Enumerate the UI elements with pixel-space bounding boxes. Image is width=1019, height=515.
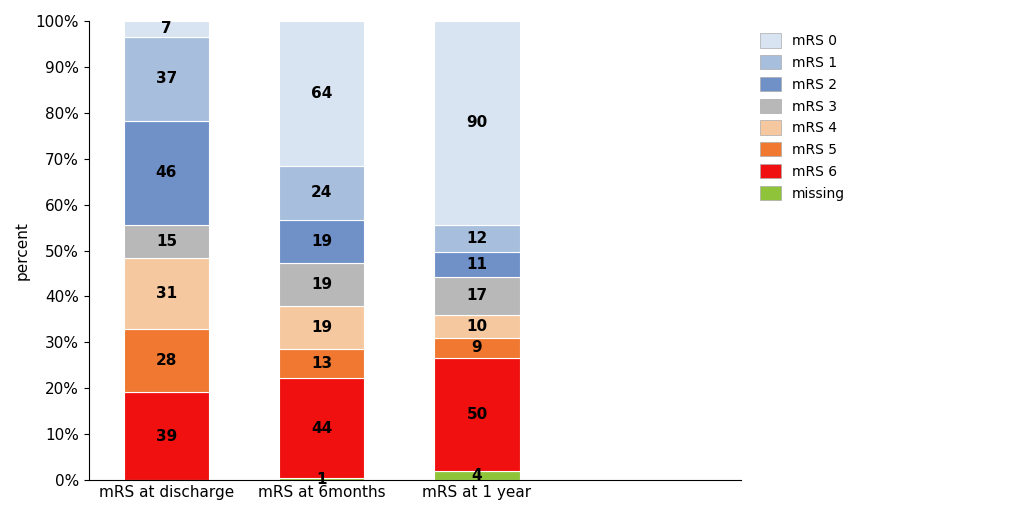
Text: 15: 15 xyxy=(156,234,177,249)
Text: 90: 90 xyxy=(466,115,487,130)
Text: 1: 1 xyxy=(316,472,327,487)
Bar xyxy=(434,277,520,315)
Bar xyxy=(123,225,209,259)
Text: 11: 11 xyxy=(466,256,487,271)
Bar xyxy=(279,263,364,306)
Text: 4: 4 xyxy=(471,468,482,483)
Bar xyxy=(279,478,364,480)
Bar xyxy=(123,37,209,121)
Bar xyxy=(434,225,520,252)
Text: 19: 19 xyxy=(311,320,332,335)
Legend: mRS 0, mRS 1, mRS 2, mRS 3, mRS 4, mRS 5, mRS 6, missing: mRS 0, mRS 1, mRS 2, mRS 3, mRS 4, mRS 5… xyxy=(754,28,850,206)
Text: 13: 13 xyxy=(311,356,332,371)
Bar xyxy=(434,358,520,471)
Bar xyxy=(434,252,520,277)
Bar xyxy=(123,259,209,329)
Bar xyxy=(434,338,520,358)
Bar xyxy=(279,21,364,166)
Text: 19: 19 xyxy=(311,234,332,249)
Text: 24: 24 xyxy=(311,185,332,200)
Text: 64: 64 xyxy=(311,86,332,101)
Bar xyxy=(279,379,364,478)
Text: 39: 39 xyxy=(156,428,177,443)
Bar xyxy=(434,471,520,480)
Text: 37: 37 xyxy=(156,71,177,86)
Text: 17: 17 xyxy=(466,288,487,303)
Text: 9: 9 xyxy=(471,340,482,355)
Bar xyxy=(279,349,364,379)
Bar xyxy=(123,329,209,392)
Text: 19: 19 xyxy=(311,277,332,292)
Bar xyxy=(279,166,364,220)
Text: 31: 31 xyxy=(156,286,177,301)
Bar xyxy=(434,21,520,225)
Bar xyxy=(279,220,364,263)
Bar xyxy=(279,306,364,349)
Bar xyxy=(123,121,209,225)
Text: 7: 7 xyxy=(161,22,171,37)
Text: 50: 50 xyxy=(466,407,487,422)
Y-axis label: percent: percent xyxy=(15,221,30,280)
Text: 12: 12 xyxy=(466,231,487,246)
Text: 46: 46 xyxy=(156,165,177,180)
Text: 10: 10 xyxy=(466,319,487,334)
Bar xyxy=(123,21,209,37)
Bar xyxy=(123,392,209,480)
Text: 28: 28 xyxy=(156,353,177,368)
Bar xyxy=(434,315,520,338)
Text: 44: 44 xyxy=(311,421,332,436)
